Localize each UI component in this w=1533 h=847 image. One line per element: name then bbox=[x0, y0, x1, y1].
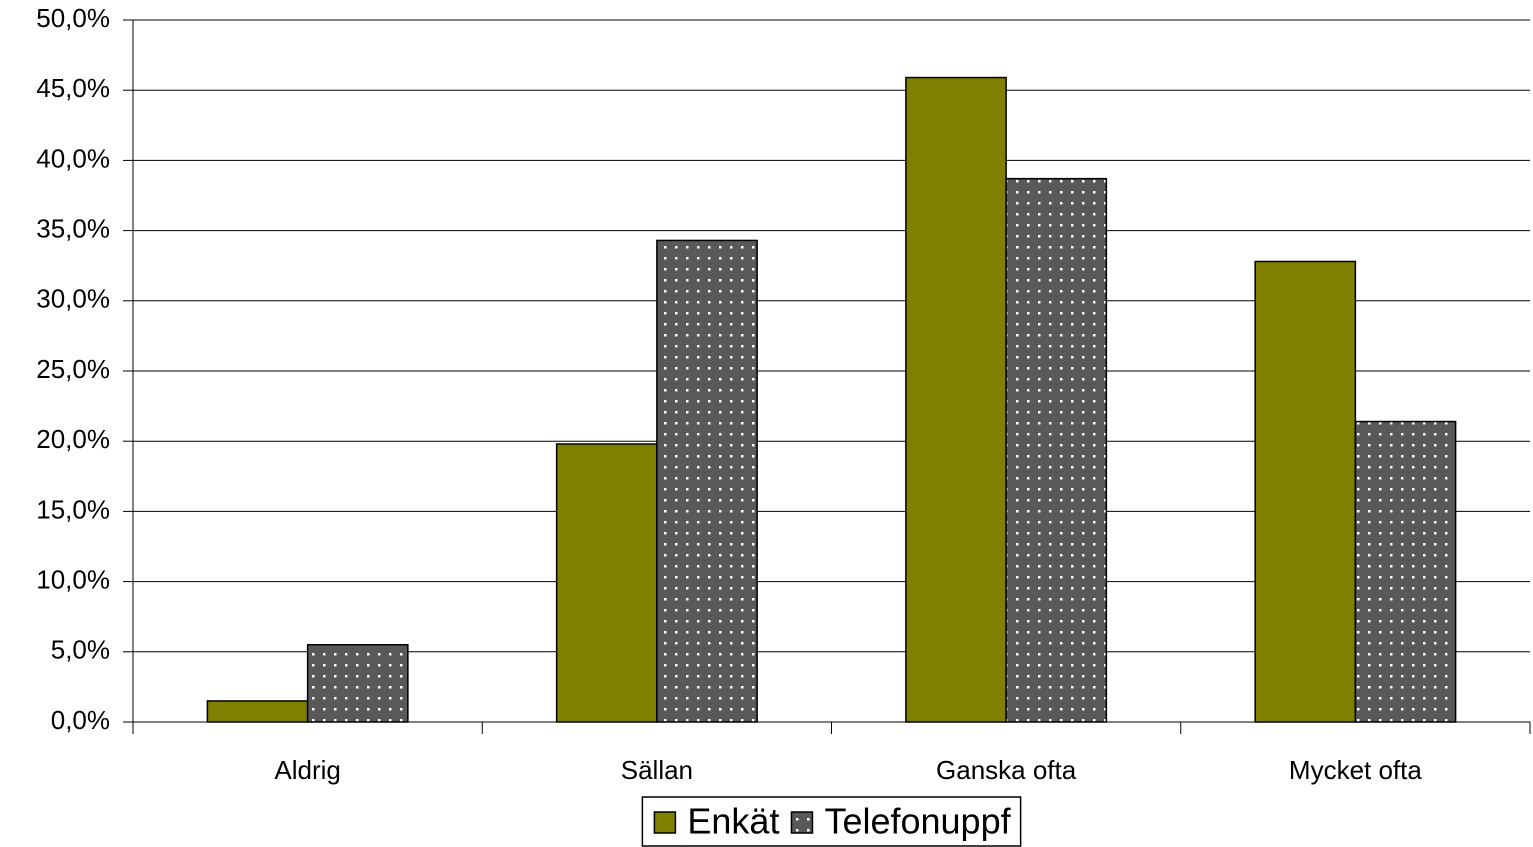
bar bbox=[656, 239, 758, 723]
bar bbox=[1354, 420, 1457, 723]
y-tick-label: 50,0% bbox=[36, 3, 110, 33]
bar bbox=[306, 644, 409, 723]
y-tick-label: 30,0% bbox=[36, 284, 110, 314]
x-tick-label: Mycket ofta bbox=[1289, 755, 1422, 785]
legend-swatch bbox=[790, 811, 814, 834]
bar bbox=[1005, 177, 1108, 723]
y-tick-label: 0,0% bbox=[51, 705, 110, 735]
y-tick-label: 20,0% bbox=[36, 424, 110, 454]
y-tick-label: 40,0% bbox=[36, 143, 110, 173]
legend-label: Telefonuppf bbox=[824, 801, 1011, 842]
bar bbox=[555, 443, 658, 723]
bar bbox=[905, 76, 1007, 723]
x-tick-label: Sällan bbox=[621, 755, 693, 785]
bar bbox=[1254, 260, 1357, 723]
x-tick-label: Aldrig bbox=[274, 755, 340, 785]
legend-swatch bbox=[653, 811, 677, 834]
legend-box bbox=[641, 796, 1022, 847]
y-tick-label: 45,0% bbox=[36, 73, 110, 103]
x-tick-label: Ganska ofta bbox=[936, 755, 1077, 785]
y-tick-label: 25,0% bbox=[36, 354, 110, 384]
y-tick-label: 35,0% bbox=[36, 213, 110, 243]
legend-label: Enkät bbox=[687, 801, 779, 842]
bar bbox=[206, 700, 309, 723]
y-tick-label: 5,0% bbox=[51, 635, 110, 665]
y-tick-label: 10,0% bbox=[36, 564, 110, 594]
y-tick-label: 15,0% bbox=[36, 494, 110, 524]
